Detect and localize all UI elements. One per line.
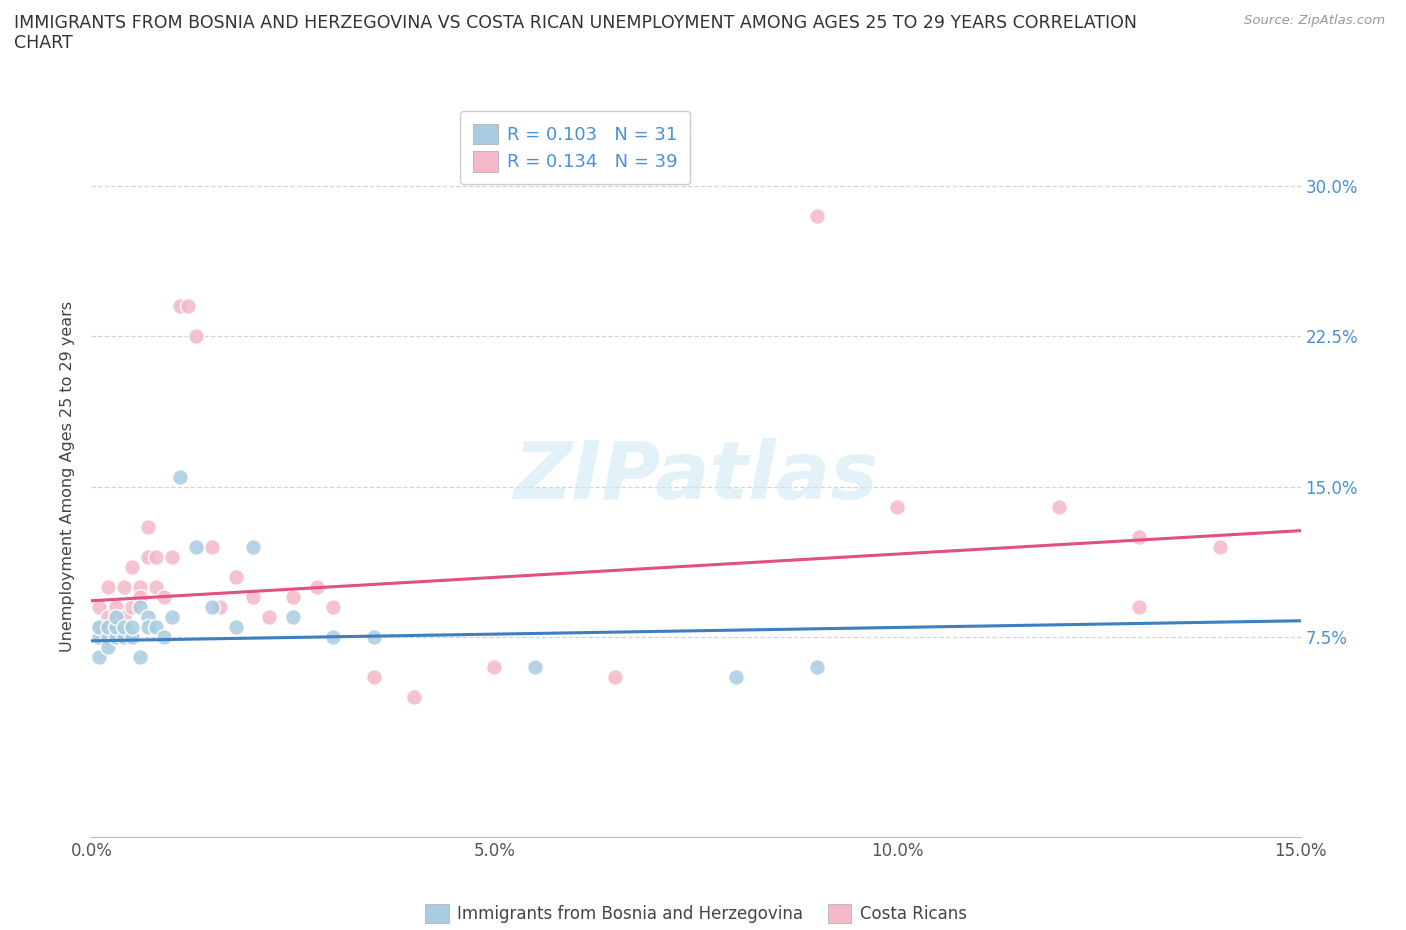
Point <box>112 619 135 634</box>
Point <box>281 609 304 624</box>
Point <box>112 609 135 624</box>
Point <box>153 590 176 604</box>
Point <box>136 519 159 534</box>
Point <box>186 539 208 554</box>
Point <box>160 550 183 565</box>
Point <box>209 599 232 614</box>
Text: Source: ZipAtlas.com: Source: ZipAtlas.com <box>1244 14 1385 27</box>
Point <box>96 630 118 644</box>
Point <box>363 670 385 684</box>
Point <box>225 569 247 584</box>
Point <box>121 619 143 634</box>
Point <box>112 579 135 594</box>
Point <box>484 659 506 674</box>
Point <box>363 630 385 644</box>
Point <box>1047 499 1070 514</box>
Point <box>89 619 111 634</box>
Point <box>201 539 224 554</box>
Point <box>153 630 176 644</box>
Point <box>307 579 329 594</box>
Point <box>322 599 344 614</box>
Y-axis label: Unemployment Among Ages 25 to 29 years: Unemployment Among Ages 25 to 29 years <box>59 301 75 652</box>
Point <box>136 619 159 634</box>
Text: ZIPatlas: ZIPatlas <box>513 438 879 515</box>
Text: CHART: CHART <box>14 34 73 52</box>
Point <box>169 470 191 485</box>
Point <box>257 609 280 624</box>
Point <box>89 630 111 644</box>
Point <box>104 630 127 644</box>
Point <box>201 599 224 614</box>
Point <box>89 619 111 634</box>
Point <box>806 659 828 674</box>
Point <box>523 659 546 674</box>
Point <box>242 590 264 604</box>
Point <box>169 299 191 314</box>
Point <box>281 590 304 604</box>
Point <box>96 639 118 654</box>
Point <box>136 550 159 565</box>
Point <box>177 299 200 314</box>
Point <box>145 579 167 594</box>
Point <box>121 599 143 614</box>
Text: IMMIGRANTS FROM BOSNIA AND HERZEGOVINA VS COSTA RICAN UNEMPLOYMENT AMONG AGES 25: IMMIGRANTS FROM BOSNIA AND HERZEGOVINA V… <box>14 14 1137 32</box>
Legend: Immigrants from Bosnia and Herzegovina, Costa Ricans: Immigrants from Bosnia and Herzegovina, … <box>418 896 974 930</box>
Point <box>242 539 264 554</box>
Point <box>605 670 627 684</box>
Point <box>96 609 118 624</box>
Point <box>121 559 143 574</box>
Point <box>886 499 908 514</box>
Point <box>145 619 167 634</box>
Point <box>96 619 118 634</box>
Point <box>104 609 127 624</box>
Point <box>128 599 150 614</box>
Point <box>89 599 111 614</box>
Point <box>112 630 135 644</box>
Point <box>806 209 828 224</box>
Point <box>104 619 127 634</box>
Point <box>104 619 127 634</box>
Point <box>225 619 247 634</box>
Point <box>160 609 183 624</box>
Point <box>1128 529 1150 544</box>
Point <box>104 599 127 614</box>
Point <box>322 630 344 644</box>
Point <box>128 649 150 664</box>
Point <box>145 550 167 565</box>
Point <box>186 329 208 344</box>
Point <box>1128 599 1150 614</box>
Point <box>1209 539 1232 554</box>
Point <box>121 630 143 644</box>
Point <box>128 579 150 594</box>
Point <box>402 689 425 704</box>
Point <box>136 609 159 624</box>
Point <box>725 670 748 684</box>
Point <box>96 579 118 594</box>
Point <box>89 649 111 664</box>
Point <box>128 590 150 604</box>
